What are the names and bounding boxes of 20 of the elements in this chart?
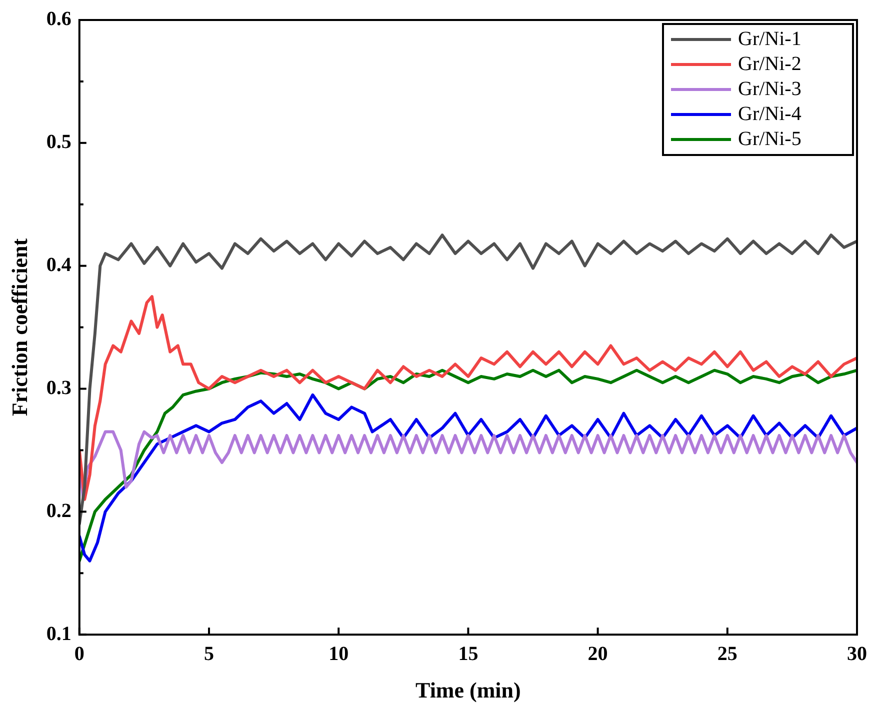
x-tick-label: 25 xyxy=(717,642,738,665)
x-tick-label: 0 xyxy=(74,642,84,665)
x-tick-label: 30 xyxy=(847,642,867,665)
legend-label: Gr/Ni-2 xyxy=(738,52,802,75)
y-tick-label: 0.1 xyxy=(46,622,72,645)
legend-label: Gr/Ni-3 xyxy=(738,78,802,100)
y-tick-label: 0.2 xyxy=(46,500,72,522)
x-tick-label: 15 xyxy=(458,642,478,665)
x-tick-label: 5 xyxy=(204,642,214,665)
y-axis-title: Friction coefficient xyxy=(6,238,32,416)
legend-label: Gr/Ni-1 xyxy=(738,28,802,50)
x-axis-title: Time (min) xyxy=(416,677,521,702)
legend-label: Gr/Ni-4 xyxy=(738,102,802,125)
y-tick-label: 0.3 xyxy=(46,376,72,399)
y-tick-label: 0.4 xyxy=(46,254,72,276)
legend-label: Gr/Ni-5 xyxy=(738,128,802,150)
x-tick-label: 10 xyxy=(328,642,349,665)
x-tick-label: 20 xyxy=(588,642,608,665)
y-tick-label: 0.6 xyxy=(46,8,72,30)
y-tick-label: 0.5 xyxy=(46,131,72,154)
